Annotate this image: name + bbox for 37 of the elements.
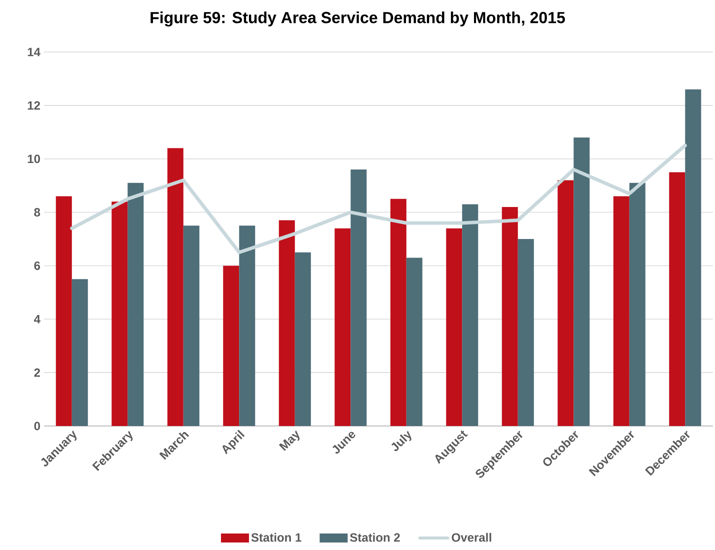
bar: [223, 266, 240, 426]
bar: [128, 182, 144, 426]
legend-label: Station 1: [251, 532, 302, 542]
bar: [462, 204, 478, 426]
bar: [350, 170, 367, 426]
y-tick-label: 2: [34, 368, 40, 377]
y-tick-label: 14: [28, 48, 40, 56]
bar: [183, 226, 200, 426]
line-series: [70, 144, 687, 254]
y-tick-label: 12: [28, 101, 40, 110]
bar: [685, 89, 702, 426]
bar: [56, 196, 72, 426]
bar: [72, 279, 88, 426]
bar: [446, 228, 462, 426]
bar: [629, 182, 646, 426]
bar: [518, 239, 534, 426]
y-tick-label: 0: [34, 422, 40, 430]
bar: [167, 148, 184, 426]
y-tick-label: 6: [34, 261, 40, 270]
bar: [502, 206, 518, 426]
legend-label: Station 2: [350, 532, 400, 542]
bar: [390, 198, 406, 426]
bar: [613, 196, 630, 426]
y-tick-label: 10: [28, 154, 40, 164]
bar: [239, 226, 256, 426]
bar: [334, 228, 351, 426]
legend-label: Overall: [452, 532, 492, 542]
bar: [574, 137, 590, 426]
chart-title: Figure 59: Study Area Service Demand by Month, 2015: [150, 12, 565, 26]
bar: [669, 172, 686, 426]
bar: [112, 202, 128, 426]
bar: [278, 220, 295, 426]
bar: [406, 258, 422, 426]
y-tick-label: 4: [34, 315, 40, 324]
y-tick-label: 8: [34, 208, 40, 217]
bar: [558, 180, 574, 426]
bar: [294, 252, 311, 426]
